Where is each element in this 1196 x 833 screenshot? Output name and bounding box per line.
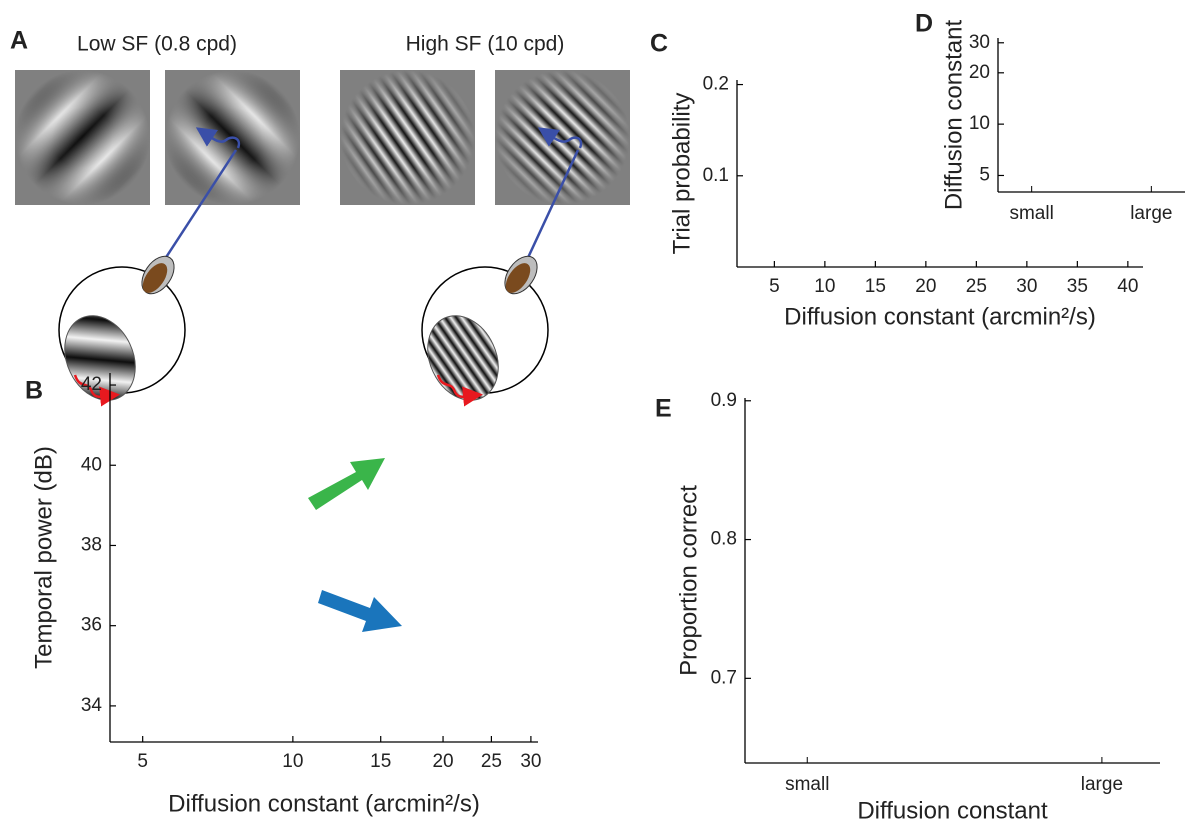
- x-tick-label: 30: [520, 751, 541, 772]
- x-tick-label: 10: [282, 751, 303, 772]
- x-axis-label: Diffusion constant: [857, 797, 1048, 824]
- gaze-line: [524, 149, 580, 263]
- lens: [505, 263, 531, 293]
- y-axis-label: Temporal power (dB): [30, 446, 57, 669]
- x-tick-label: 35: [1067, 276, 1088, 297]
- y-tick-label: 20: [969, 62, 990, 83]
- panel-subtitle: High SF (10 cpd): [406, 33, 565, 56]
- decrease-arrow: [318, 590, 402, 632]
- lens: [142, 263, 168, 293]
- y-tick-label: 10: [969, 113, 990, 134]
- x-axis-label: Diffusion constant (arcmin²/s): [168, 790, 480, 817]
- retina-arrow: [436, 374, 483, 407]
- x-tick-label: 25: [481, 751, 502, 772]
- y-tick-label: 36: [81, 615, 102, 636]
- x-tick-label: 20: [915, 276, 936, 297]
- increase-arrow: [308, 458, 385, 510]
- panel-letter: B: [25, 377, 43, 405]
- x-tick-label: 5: [137, 751, 148, 772]
- x-tick-label: large: [1081, 774, 1123, 795]
- y-axis-label: Diffusion constant: [940, 20, 967, 211]
- retina-arrow: [73, 374, 120, 407]
- y-tick-label: 30: [969, 32, 990, 53]
- x-tick-label: 20: [432, 751, 453, 772]
- grating: [15, 70, 150, 205]
- panel-letter: C: [650, 30, 668, 58]
- y-tick-label: 40: [81, 454, 102, 475]
- x-tick-label: small: [785, 774, 829, 795]
- grating: [340, 70, 475, 205]
- x-tick-label: 5: [769, 276, 780, 297]
- gaze-line: [161, 149, 238, 263]
- y-axis-label: Trial probability: [668, 93, 695, 255]
- x-axis-label: Diffusion constant (arcmin²/s): [784, 303, 1096, 330]
- drift-arrow: [195, 127, 241, 149]
- y-tick-label: 0.7: [711, 667, 737, 688]
- y-tick-label: 0.9: [711, 390, 737, 411]
- y-tick-label: 0.8: [711, 529, 737, 550]
- panel-letter: D: [915, 10, 933, 38]
- panel-letter: A: [10, 27, 28, 55]
- x-tick-label: 40: [1117, 276, 1138, 297]
- x-tick-label: 10: [814, 276, 835, 297]
- x-tick-label: 25: [966, 276, 987, 297]
- panel-letter: E: [655, 395, 672, 423]
- x-tick-label: 15: [370, 751, 391, 772]
- y-tick-label: 0.2: [703, 74, 729, 95]
- y-axis-label: Proportion correct: [675, 485, 702, 676]
- x-tick-label: 15: [865, 276, 886, 297]
- panel-a: A Low SF (0.8 cpd) High SF (10 cpd): [10, 27, 630, 407]
- y-tick-label: 42: [81, 374, 102, 395]
- y-tick-label: 5: [979, 164, 990, 185]
- x-tick-label: large: [1130, 203, 1172, 224]
- y-tick-label: 34: [81, 695, 103, 716]
- x-tick-label: small: [1009, 203, 1053, 224]
- panel-subtitle: Low SF (0.8 cpd): [77, 33, 237, 56]
- y-tick-label: 0.1: [703, 165, 729, 186]
- drift-arrow: [537, 127, 583, 149]
- y-tick-label: 38: [81, 534, 102, 555]
- x-tick-label: 30: [1016, 276, 1037, 297]
